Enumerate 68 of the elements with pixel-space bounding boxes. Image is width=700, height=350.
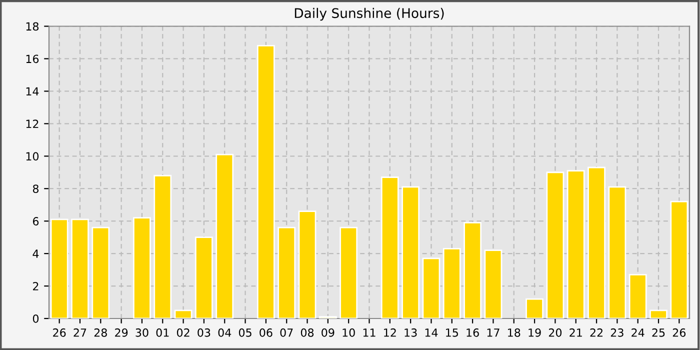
bar [566, 170, 585, 318]
x-tick-label: 22 [590, 328, 602, 337]
x-tick-label: 14 [425, 328, 438, 337]
x-tick-label: 26 [53, 328, 66, 337]
y-tick-label: 12 [26, 120, 38, 128]
bar [174, 310, 192, 318]
x-tick-label: 06 [260, 328, 272, 337]
bar [670, 200, 688, 318]
bar [71, 218, 89, 318]
x-tick-label: 03 [198, 328, 210, 337]
x-tick-label: 24 [632, 328, 644, 337]
x-tick-label: 18 [508, 328, 520, 337]
x-tick-label: 19 [528, 328, 541, 337]
bar [422, 258, 440, 318]
x-tick-label: 26 [672, 328, 686, 337]
bar [484, 250, 502, 318]
bar [588, 166, 606, 318]
y-tick-label: 6 [32, 217, 39, 226]
bar [195, 236, 213, 318]
x-tick-label: 27 [74, 328, 86, 337]
x-tick-label: 11 [363, 328, 376, 337]
y-tick-label: 4 [32, 250, 39, 258]
bar [256, 45, 275, 318]
bar [50, 218, 68, 318]
bar [526, 298, 544, 318]
y-tick-label: 18 [26, 22, 39, 31]
x-tick-label: 28 [94, 328, 107, 337]
bar [133, 217, 151, 318]
x-tick-label: 04 [218, 328, 232, 337]
x-tick-label: 29 [115, 328, 128, 337]
bar [442, 248, 461, 318]
x-tick-label: 21 [570, 328, 582, 337]
x-tick-label: 17 [487, 328, 500, 337]
x-tick-label: 13 [404, 328, 417, 337]
y-tick-label: 8 [32, 184, 39, 193]
x-tick-label: 10 [342, 328, 355, 337]
bar [402, 186, 420, 318]
x-tick-label: 09 [322, 328, 334, 337]
y-tick-label: 14 [26, 87, 39, 96]
x-tick-label: 08 [300, 328, 314, 337]
bar [546, 172, 564, 318]
x-tick-label: 30 [136, 328, 148, 337]
x-tick-label: 02 [176, 328, 190, 337]
y-tick-label: 0 [32, 314, 39, 323]
bar [608, 186, 626, 318]
bar [298, 210, 316, 318]
bar [154, 174, 172, 318]
bar [380, 176, 399, 318]
x-tick-label: 07 [280, 328, 293, 337]
x-tick-label: 15 [446, 328, 458, 337]
x-tick-label: 01 [156, 328, 169, 337]
chart-title: Daily Sunshine (Hours) [294, 8, 444, 21]
bar [278, 226, 296, 318]
x-tick-label: 23 [610, 328, 624, 337]
x-tick-label: 12 [384, 328, 396, 337]
x-tick-label: 16 [466, 328, 479, 337]
x-tick-label: 20 [548, 328, 562, 337]
bar [216, 154, 234, 318]
bar [650, 310, 668, 318]
y-tick-label: 2 [33, 282, 38, 290]
bar [464, 222, 482, 318]
bar [340, 226, 358, 318]
bar [92, 226, 110, 318]
y-tick-label: 10 [26, 152, 39, 161]
y-tick-label: 16 [26, 54, 39, 64]
x-tick-label: 25 [652, 328, 665, 337]
x-tick-label: 05 [238, 328, 252, 337]
bar [628, 274, 647, 318]
